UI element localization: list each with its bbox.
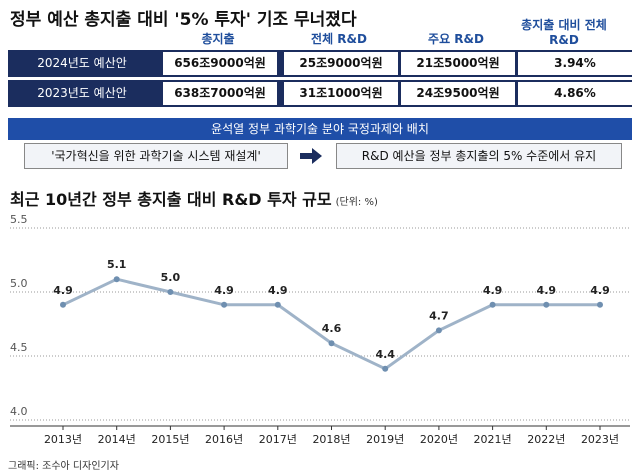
table-row: 2023년도 예산안 638조7000억원 31조1000억원 24조9500억원 4.… [8,80,632,107]
value-label: 4.6 [322,322,342,335]
column-header: 주요 R&D [428,32,484,46]
value-label: 5.1 [107,258,127,271]
chart-title-block: 최근 10년간 정부 총지출 대비 R&D 투자 규모 (단위: %) [10,186,378,210]
chart-title: 최근 10년간 정부 총지출 대비 R&D 투자 규모 [10,190,332,209]
value-label: 4.7 [429,309,449,322]
y-tick-label: 5.5 [10,213,28,226]
table-cell: 24조9500억원 [401,82,515,105]
row-label: 2023년도 예산안 [37,86,127,100]
value-label: 4.4 [375,348,395,361]
point [597,301,603,308]
x-tick-label: 2013년 [44,433,82,446]
point [328,340,335,347]
table-cell: 656조9000억원 [163,52,277,75]
table-cell: 638조7000억원 [163,82,277,105]
column-header: 전체 R&D [311,32,367,46]
unit: (단위: %) [335,197,378,208]
x-tick-label: 2017년 [259,433,297,446]
x-tick-label: 2014년 [98,433,136,446]
table-cell: 4.86% [518,82,632,105]
point [60,301,66,308]
point [489,301,496,308]
value-label: 4.9 [268,284,288,297]
point [221,301,228,308]
banner: 윤석열 정부 과학기술 분야 국정과제와 배치 [8,118,632,140]
row-label: 2024년도 예산안 [37,56,127,70]
column-header: 총지출 대비 전체 R&D [521,18,607,47]
value-label: 4.9 [214,284,234,297]
value-label: 4.9 [590,284,610,297]
point [435,327,442,334]
value-label: 4.9 [53,284,73,297]
y-tick-label: 4.5 [10,341,28,354]
x-tick-label: 2022년 [527,433,565,446]
value-label: 4.9 [537,284,557,297]
value-label: 5.0 [161,271,181,284]
credit: 그래픽: 조수아 디자인기자 [8,461,119,472]
x-tick-label: 2015년 [151,433,189,446]
point [167,289,174,295]
x-tick-label: 2018년 [312,433,350,446]
point [113,276,120,283]
table-cell: 3.94% [518,52,632,75]
chart: 4.0 4.5 5.0 5.5 2013년 2014년 2015년 2016년 2017년 201… [10,213,630,446]
policy-box: R&D 예산을 정부 총지출의 5% 수준에서 유지 [336,143,622,169]
table-row: 2024년도 예산안 656조9000억원 25조9000억원 21조5000억원 3.… [8,50,632,77]
arrow-icon [300,148,322,164]
table-cell: 31조1000억원 [284,82,398,105]
title: 정부 예산 총지출 대비 '5% 투자' 기조 무너졌다 [10,10,357,30]
point [543,301,550,308]
y-tick-label: 4.0 [10,405,28,418]
table-cell: 21조5000억원 [401,52,515,75]
table-cell: 25조9000억원 [284,52,398,75]
point [382,365,389,372]
y-tick-label: 5.0 [10,277,28,290]
x-tick-label: 2016년 [205,433,243,446]
x-tick-label: 2019년 [366,433,404,446]
policy-box: '국가혁신을 위한 과학기술 시스템 재설계' [24,143,288,169]
x-tick-label: 2020년 [420,433,458,446]
point [274,301,281,308]
column-header: 총지출 [201,32,235,46]
x-tick-label: 2021년 [474,433,512,446]
x-tick-label: 2023년 [581,433,619,446]
value-label: 4.9 [483,284,503,297]
